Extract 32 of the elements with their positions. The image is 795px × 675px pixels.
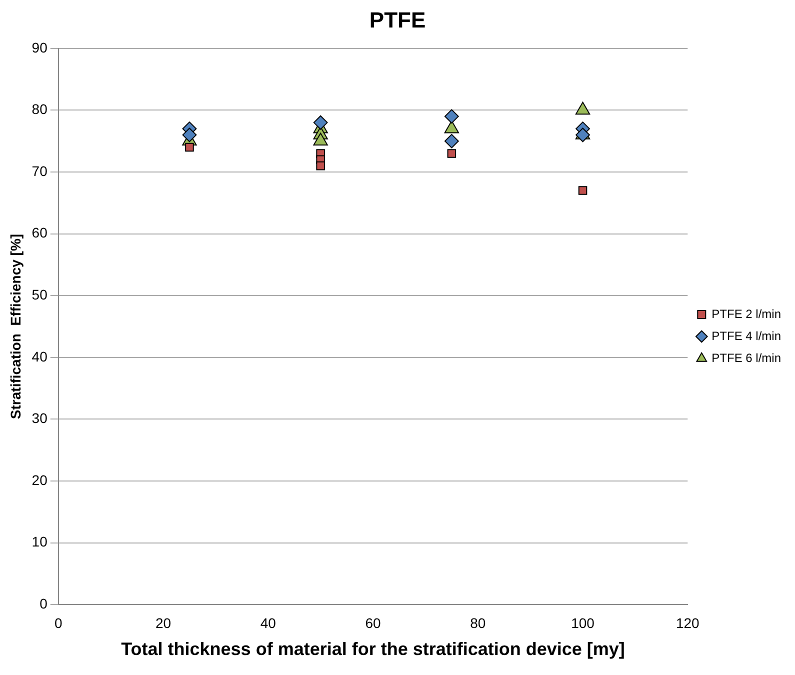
y-axis-title: Stratification Efficiency [%] bbox=[7, 234, 24, 420]
y-tick-label: 10 bbox=[32, 534, 48, 550]
x-tick-label: 0 bbox=[54, 614, 62, 631]
legend-label: PTFE 4 l/min bbox=[712, 328, 782, 343]
x-tick-label: 20 bbox=[155, 614, 172, 631]
x-tick-label: 80 bbox=[470, 614, 486, 631]
x-tick-label: 100 bbox=[571, 614, 595, 631]
point bbox=[576, 128, 590, 142]
x-axis-title: Total thickness of material for the stratification device [my] bbox=[121, 639, 625, 660]
point bbox=[578, 186, 588, 195]
y-tick-label: 70 bbox=[32, 162, 48, 179]
point bbox=[447, 149, 456, 158]
y-tick-label: 0 bbox=[40, 595, 48, 612]
y-tick-label: 40 bbox=[32, 348, 48, 364]
legend-label: PTFE 6 l/min bbox=[712, 350, 782, 365]
chart-title: PTFE bbox=[369, 7, 426, 32]
legend-label: PTFE 2 l/min bbox=[712, 306, 782, 321]
y-tick-label: 90 bbox=[32, 39, 48, 56]
point bbox=[444, 134, 459, 148]
y-tick-label: 80 bbox=[32, 101, 48, 118]
y-tick-label: 30 bbox=[32, 410, 48, 426]
y-tick-label: 50 bbox=[32, 286, 48, 302]
point bbox=[313, 115, 328, 130]
x-tick-label: 60 bbox=[365, 614, 382, 631]
x-tick-label: 120 bbox=[676, 614, 700, 631]
y-tick-label: 20 bbox=[32, 472, 48, 488]
x-tick-label: 40 bbox=[260, 614, 276, 631]
point bbox=[316, 161, 325, 170]
y-tick-label: 60 bbox=[32, 224, 48, 241]
point bbox=[185, 142, 194, 152]
point bbox=[444, 109, 459, 124]
point bbox=[182, 128, 197, 142]
